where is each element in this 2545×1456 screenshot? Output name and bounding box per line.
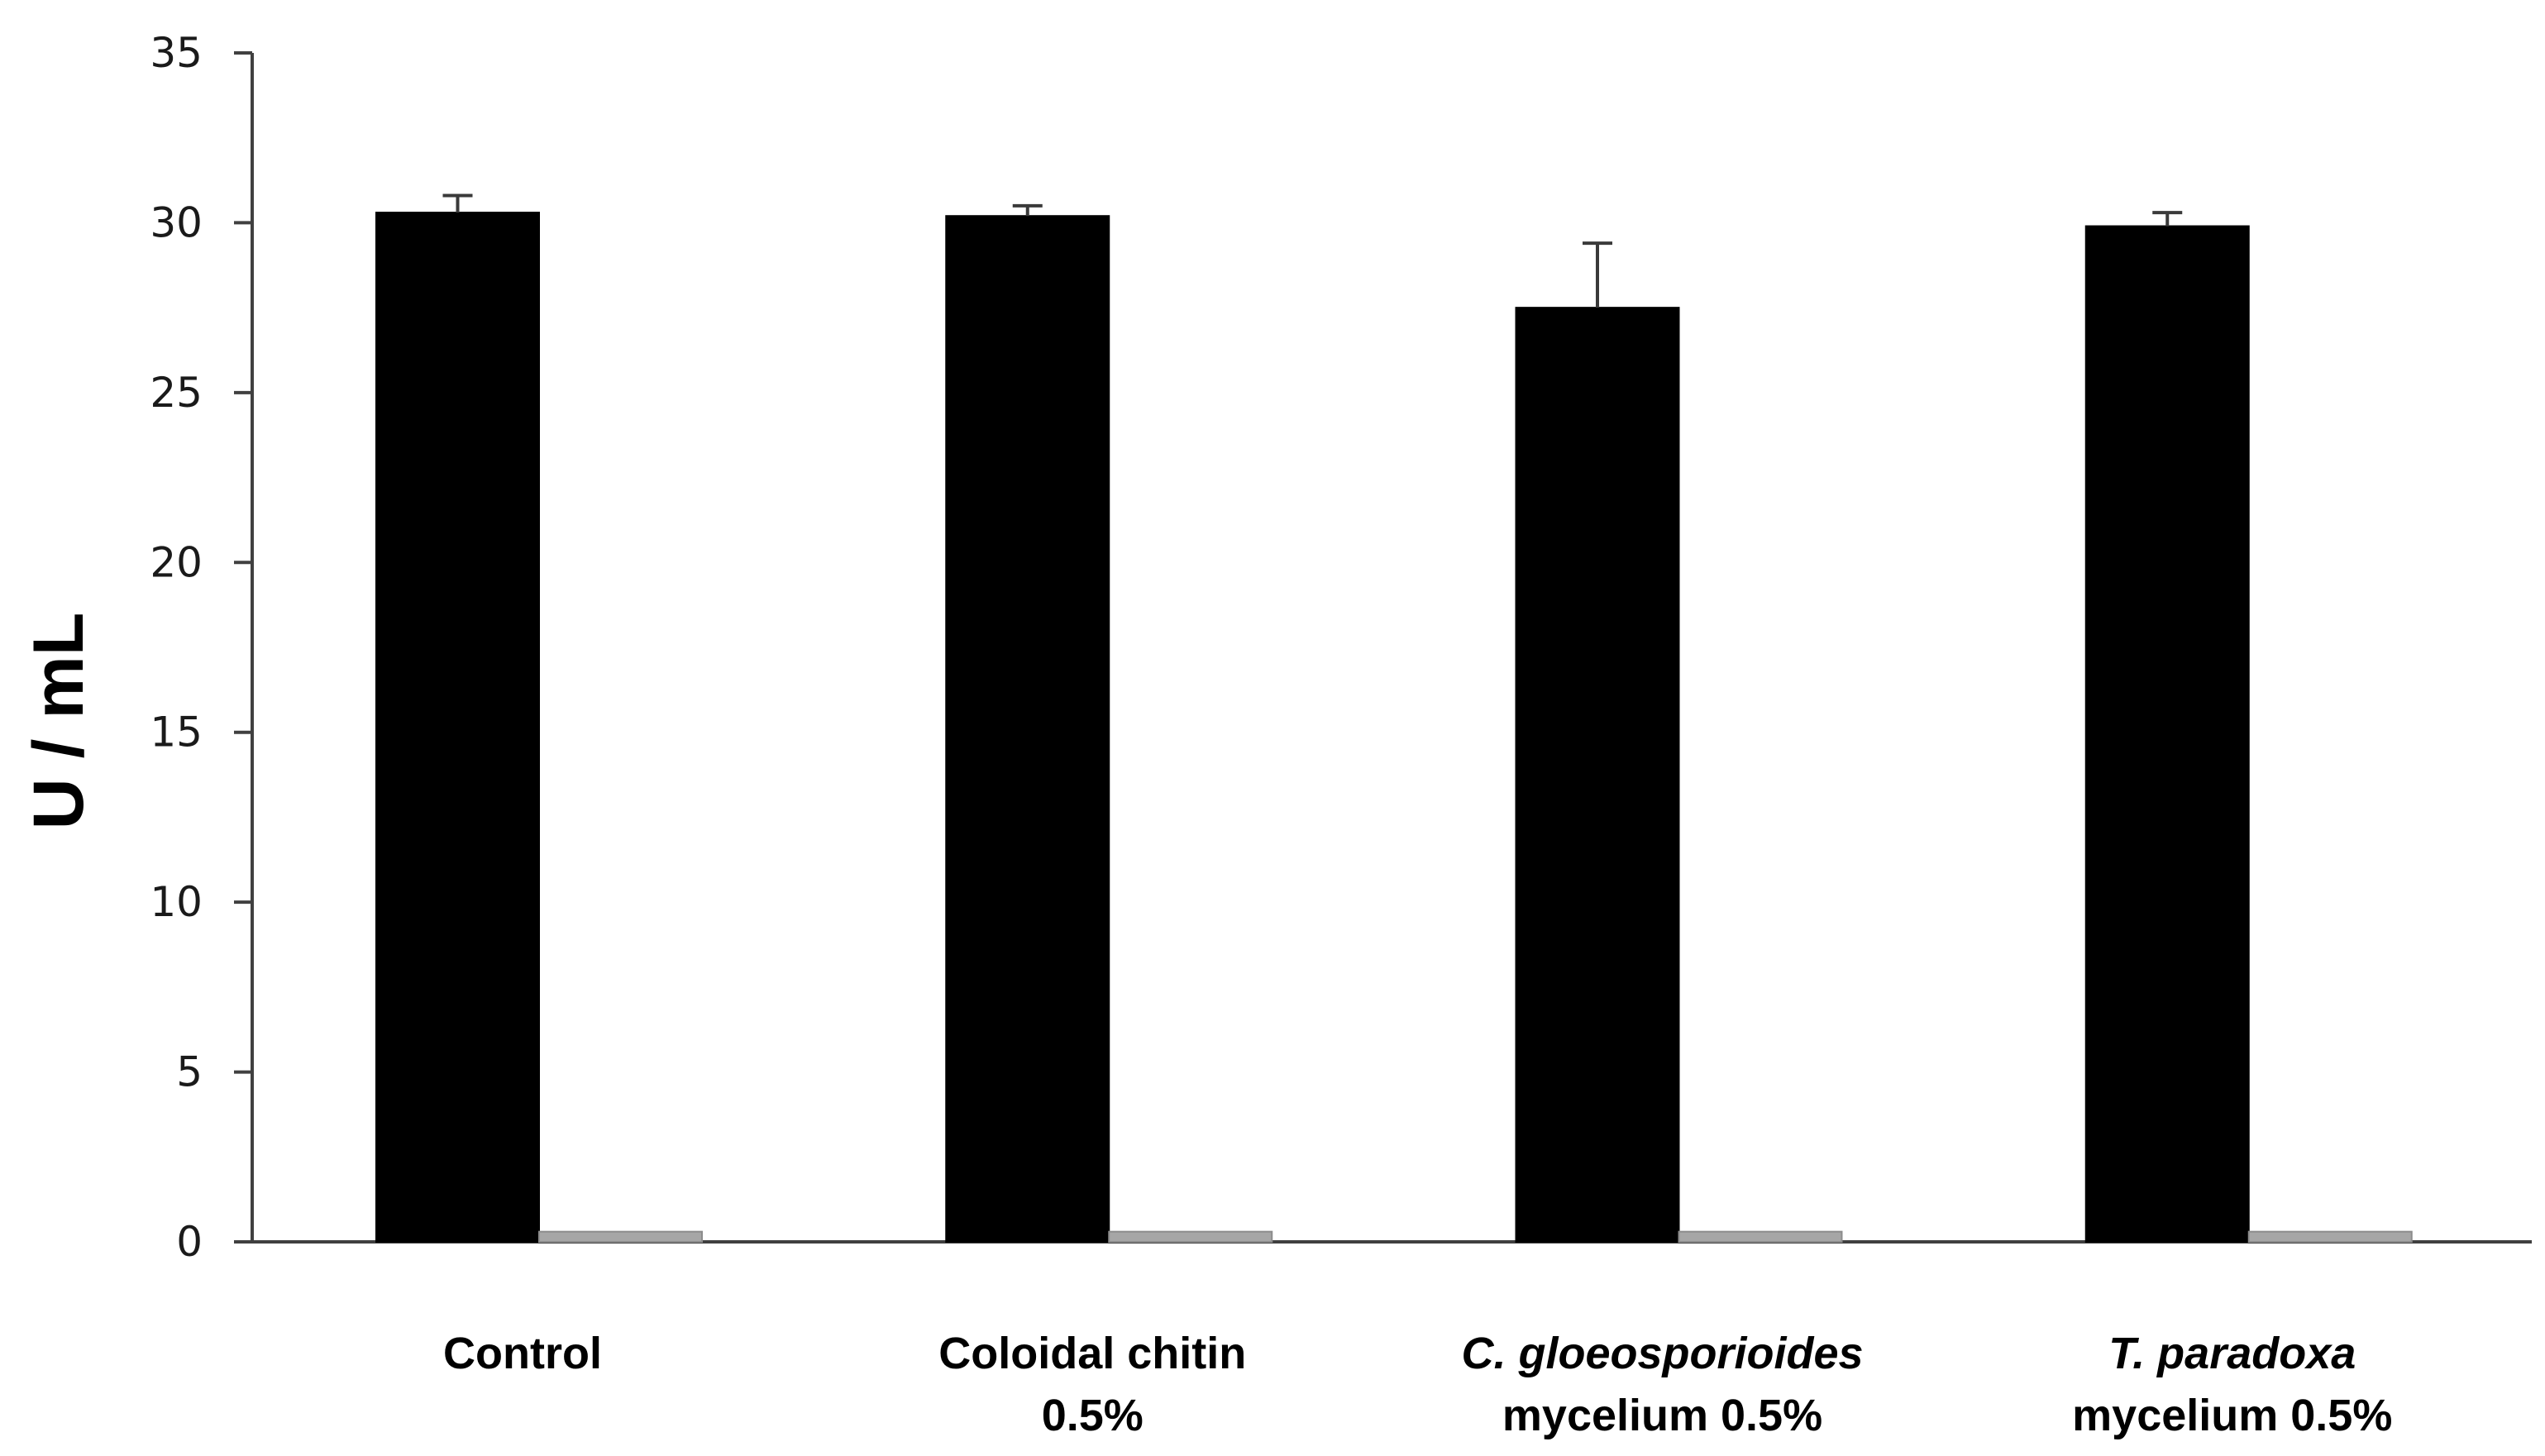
bar-primary-2 bbox=[1515, 307, 1680, 1244]
x-tick-label-1: 0.5% bbox=[1042, 1391, 1144, 1440]
bar-secondary-0 bbox=[538, 1230, 703, 1244]
x-tick-label-3: T. paradoxa bbox=[2108, 1329, 2356, 1378]
x-tick-label-2: C. gloeosporioides bbox=[1461, 1329, 1863, 1378]
category-labels: Control Coloidal chitin 0.5% C. gloeosporio… bbox=[443, 1329, 2392, 1440]
x-tick-label-2: mycelium 0.5% bbox=[1502, 1391, 1822, 1440]
bar-secondary-3 bbox=[2247, 1230, 2413, 1244]
bar-primary-0 bbox=[375, 212, 540, 1243]
bar-primary-3 bbox=[2084, 225, 2250, 1244]
y-tick-label: 20 bbox=[150, 538, 203, 586]
x-tick-label-3: mycelium 0.5% bbox=[2072, 1391, 2392, 1440]
y-tick-label: 30 bbox=[150, 198, 203, 246]
y-tick-label: 10 bbox=[150, 878, 203, 926]
y-tick-label: 0 bbox=[176, 1218, 203, 1266]
bars bbox=[375, 193, 2413, 1244]
bar-secondary-1 bbox=[1108, 1230, 1273, 1244]
y-tick-label: 35 bbox=[150, 29, 203, 77]
x-tick-label-1: Coloidal chitin bbox=[938, 1329, 1246, 1378]
y-tick-label: 25 bbox=[150, 369, 203, 417]
x-tick-label-0: Control bbox=[443, 1329, 602, 1378]
bar-secondary-2 bbox=[1678, 1230, 1843, 1244]
y-tick-label: 15 bbox=[150, 709, 203, 757]
y-axis-label: U / mL bbox=[19, 613, 98, 830]
y-axis: 0 5 10 15 20 25 30 35 bbox=[150, 29, 254, 1266]
bar-primary-1 bbox=[945, 215, 1110, 1243]
y-tick-label: 5 bbox=[176, 1048, 203, 1096]
